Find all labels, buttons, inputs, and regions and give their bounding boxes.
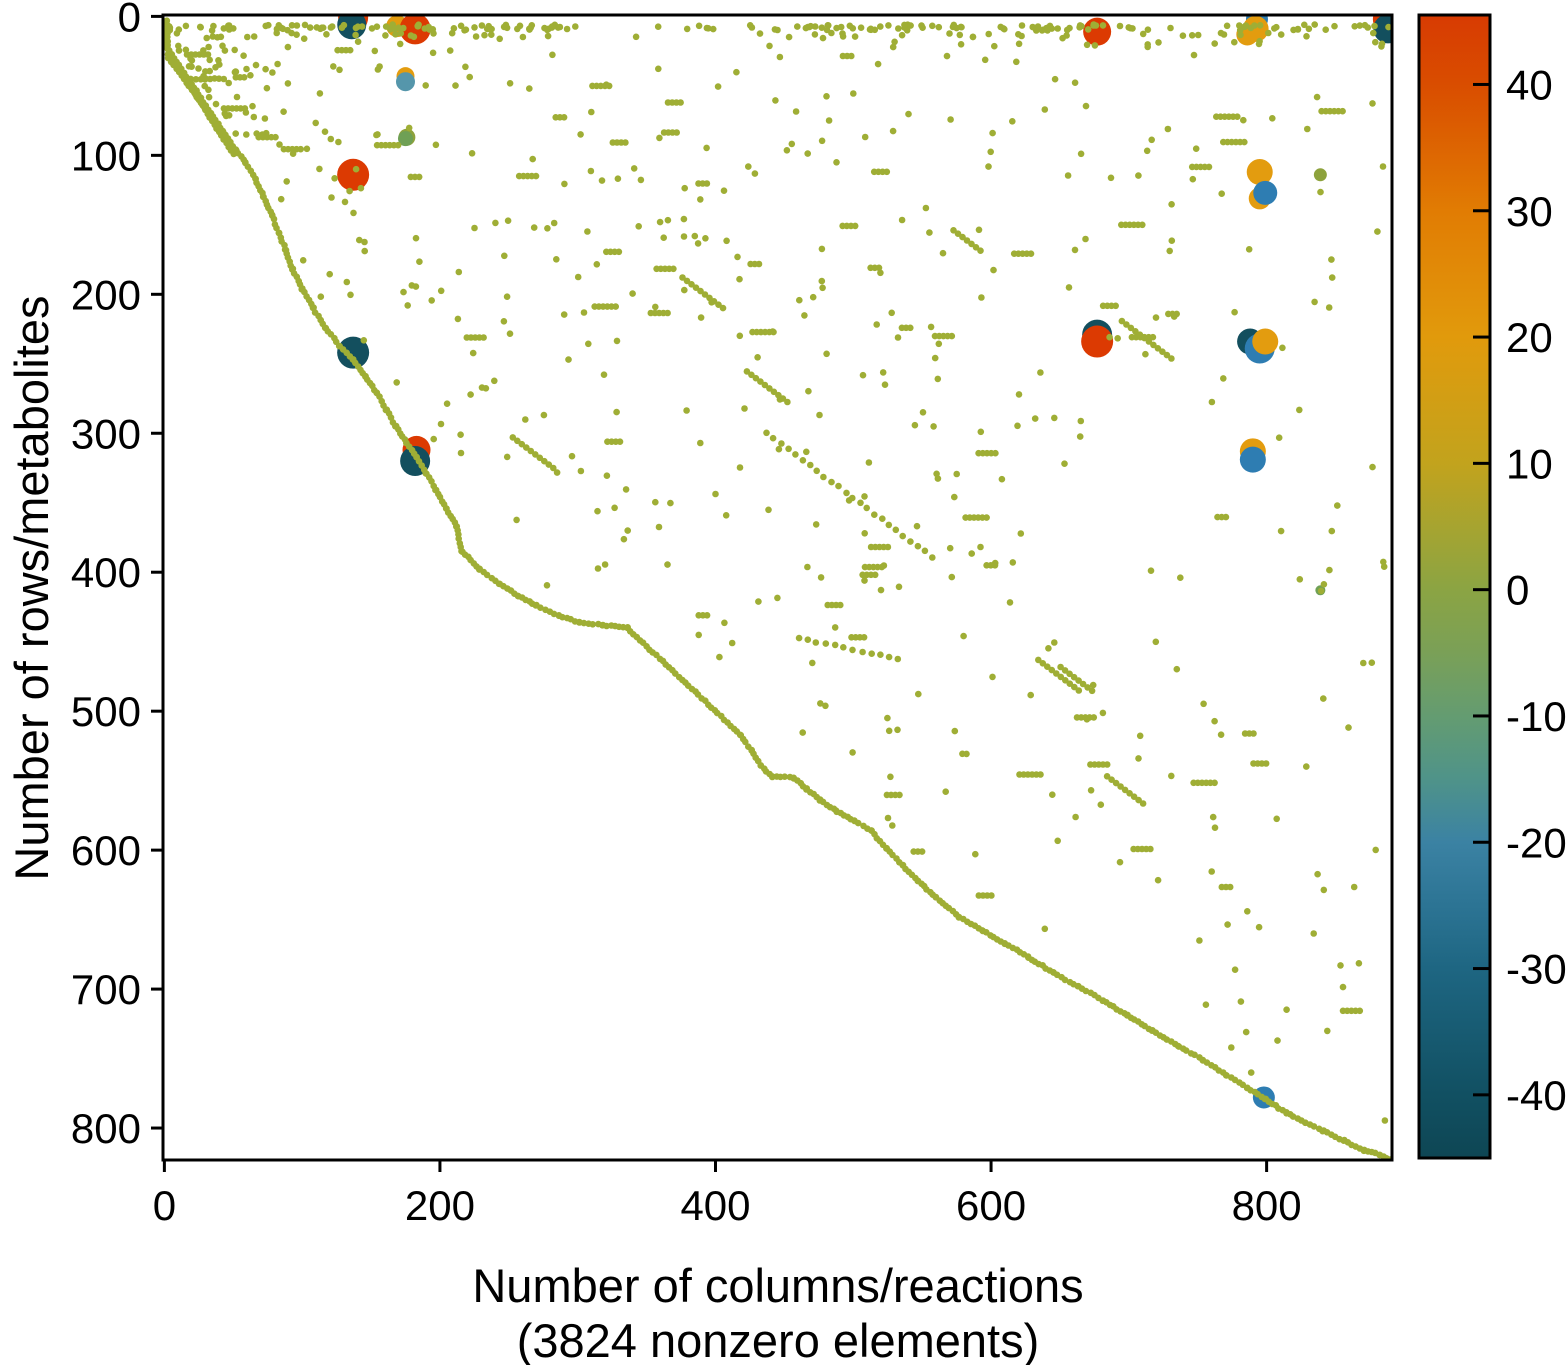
value-bubble-lightblue: [395, 72, 415, 92]
value-bubble-olivedark: [1313, 168, 1327, 182]
colorbar-gradient: [1417, 13, 1492, 1160]
value-bubble-red: [337, 158, 370, 191]
value-bubble-red: [399, 15, 431, 45]
x-axis-label-line2: (3824 nonzero elements): [517, 1314, 1040, 1365]
x-axis-label-line1: Number of columns/reactions: [472, 1259, 1083, 1312]
colorbar-ticks: 40 30 20 10 0 -10 -20 -30 -40: [1473, 61, 1566, 1119]
y-tick-label: 700: [71, 966, 141, 1013]
value-bubble-orange: [1246, 159, 1273, 186]
y-tick-label: 800: [71, 1105, 141, 1152]
value-bubble-blue: [1253, 180, 1278, 205]
colorbar-tick-label: 10: [1506, 440, 1553, 487]
y-axis-label: Number of rows/metabolites: [5, 295, 58, 880]
value-bubble-teal: [337, 15, 367, 40]
colorbar-tick-label: 0: [1506, 567, 1529, 614]
y-tick-label: 100: [71, 132, 141, 179]
y-tick-label: 0: [118, 0, 141, 40]
sparsity-dots-layer: [163, 17, 1392, 1160]
y-tick-label: 400: [71, 549, 141, 596]
y-tick-label: 300: [71, 410, 141, 457]
x-axis: 0 200 400 600 800: [153, 1160, 1302, 1229]
colorbar-tick-label: -30: [1506, 946, 1566, 993]
value-bubble-teal: [1373, 15, 1392, 44]
x-tick-label: 0: [153, 1182, 176, 1229]
plot-area: [163, 15, 1392, 1160]
value-bubble-green: [397, 131, 413, 147]
colorbar-tick-label: 20: [1506, 314, 1553, 361]
colorbar-tick-label: -10: [1506, 693, 1566, 740]
y-tick-label: 200: [71, 271, 141, 318]
colorbar: 40 30 20 10 0 -10 -20 -30 -40: [1417, 13, 1566, 1160]
x-tick-label: 600: [956, 1182, 1026, 1229]
x-tick-label: 200: [405, 1182, 475, 1229]
value-bubble-orange: [1252, 328, 1279, 355]
y-axis: 0 100 200 300 400 500 600 700 800: [71, 0, 163, 1152]
value-bubble-orange: [1242, 15, 1269, 42]
y-tick-label: 600: [71, 827, 141, 874]
value-bubble-blue: [1239, 446, 1266, 473]
colorbar-tick-label: 30: [1506, 188, 1553, 235]
x-tick-label: 800: [1232, 1182, 1302, 1229]
value-bubble-red: [1081, 325, 1114, 358]
colorbar-tick-label: 40: [1506, 61, 1553, 108]
axes-frame: [161, 13, 1394, 1162]
value-bubble-teal: [337, 336, 370, 369]
x-tick-label: 400: [680, 1182, 750, 1229]
y-tick-label: 500: [71, 688, 141, 735]
colorbar-tick-label: -40: [1506, 1072, 1566, 1119]
colorbar-tick-label: -20: [1506, 819, 1566, 866]
